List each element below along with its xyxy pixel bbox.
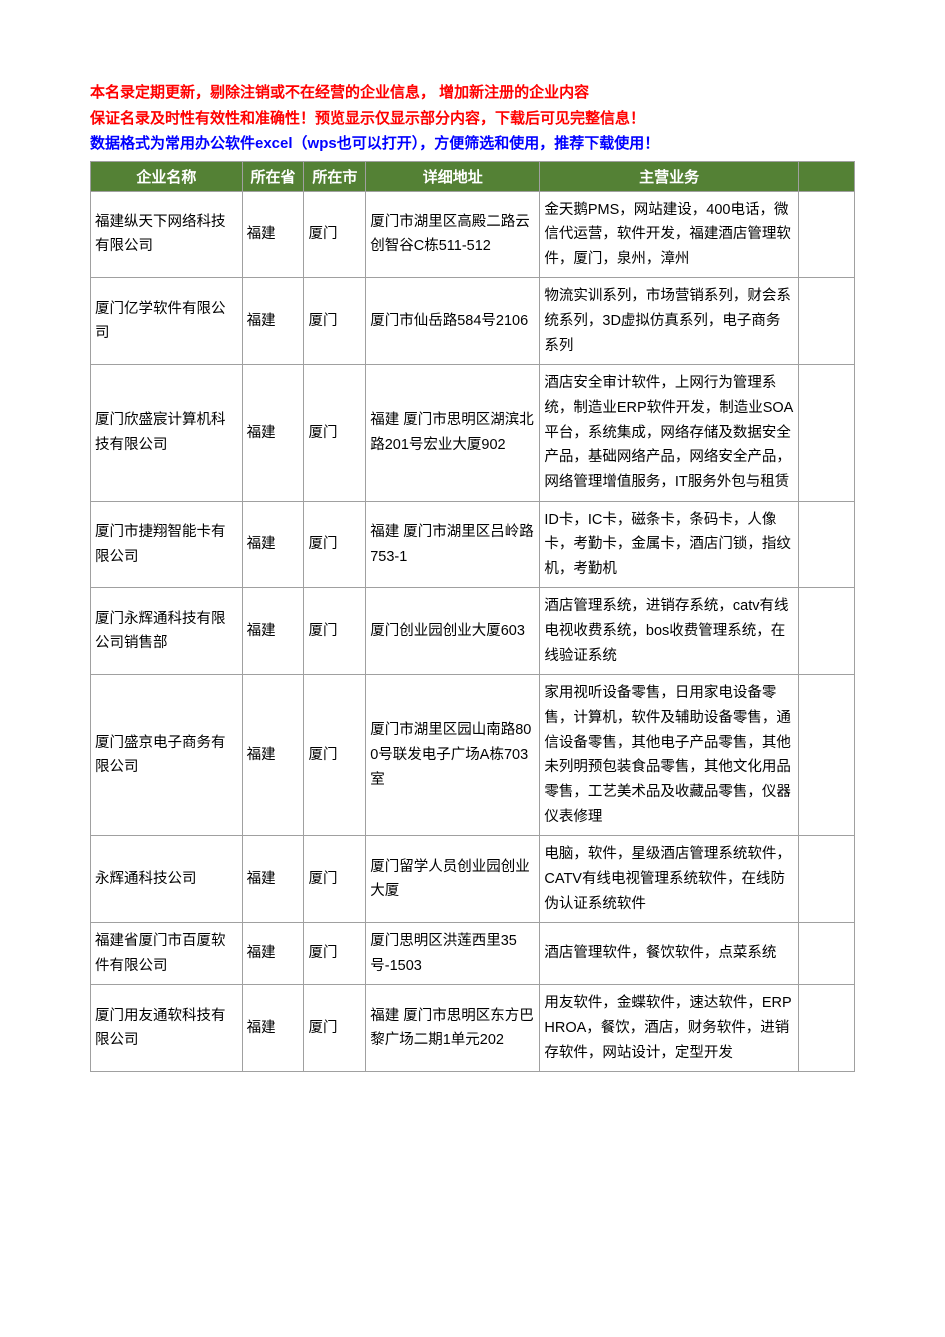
- cell-province: 福建: [242, 501, 304, 588]
- cell-province: 福建: [242, 836, 304, 923]
- table-row: 福建省厦门市百厦软件有限公司福建厦门厦门思明区洪莲西里35号-1503酒店管理软…: [91, 923, 855, 985]
- cell-business: ID卡，IC卡，磁条卡，条码卡，人像卡，考勤卡，金属卡，酒店门锁，指纹机，考勤机: [540, 501, 798, 588]
- cell-name: 福建纵天下网络科技有限公司: [91, 191, 243, 278]
- cell-city: 厦门: [304, 923, 366, 985]
- table-row: 永辉通科技公司福建厦门厦门留学人员创业园创业大厦电脑，软件，星级酒店管理系统软件…: [91, 836, 855, 923]
- cell-city: 厦门: [304, 588, 366, 675]
- cell-name: 福建省厦门市百厦软件有限公司: [91, 923, 243, 985]
- cell-province: 福建: [242, 675, 304, 836]
- cell-province: 福建: [242, 985, 304, 1072]
- cell-extra: [798, 501, 854, 588]
- cell-address: 厦门创业园创业大厦603: [366, 588, 540, 675]
- cell-name: 厦门欣盛宸计算机科技有限公司: [91, 365, 243, 501]
- cell-address: 厦门思明区洪莲西里35号-1503: [366, 923, 540, 985]
- cell-business: 酒店管理软件，餐饮软件，点菜系统: [540, 923, 798, 985]
- intro-line-1: 本名录定期更新，剔除注销或不在经营的企业信息， 增加新注册的企业内容: [90, 80, 855, 106]
- cell-name: 厦门市捷翔智能卡有限公司: [91, 501, 243, 588]
- cell-address: 厦门留学人员创业园创业大厦: [366, 836, 540, 923]
- table-row: 厦门亿学软件有限公司福建厦门厦门市仙岳路584号2106物流实训系列，市场营销系…: [91, 278, 855, 365]
- cell-extra: [798, 923, 854, 985]
- cell-province: 福建: [242, 923, 304, 985]
- cell-business: 酒店管理系统，进销存系统，catv有线电视收费系统，bos收费管理系统，在线验证…: [540, 588, 798, 675]
- cell-extra: [798, 985, 854, 1072]
- cell-address: 福建 厦门市思明区湖滨北路201号宏业大厦902: [366, 365, 540, 501]
- cell-address: 厦门市仙岳路584号2106: [366, 278, 540, 365]
- col-name: 企业名称: [91, 161, 243, 191]
- cell-name: 厦门用友通软科技有限公司: [91, 985, 243, 1072]
- cell-province: 福建: [242, 278, 304, 365]
- cell-city: 厦门: [304, 278, 366, 365]
- cell-address: 厦门市湖里区高殿二路云创智谷C栋511-512: [366, 191, 540, 278]
- table-row: 厦门永辉通科技有限公司销售部福建厦门厦门创业园创业大厦603酒店管理系统，进销存…: [91, 588, 855, 675]
- table-row: 福建纵天下网络科技有限公司福建厦门厦门市湖里区高殿二路云创智谷C栋511-512…: [91, 191, 855, 278]
- cell-business: 用友软件，金蝶软件，速达软件，ERPHROA，餐饮，酒店，财务软件，进销存软件，…: [540, 985, 798, 1072]
- cell-business: 酒店安全审计软件，上网行为管理系统，制造业ERP软件开发，制造业SOA平台，系统…: [540, 365, 798, 501]
- intro-line-3: 数据格式为常用办公软件excel（wps也可以打开），方便筛选和使用，推荐下载使…: [90, 131, 855, 157]
- cell-business: 金天鹅PMS，网站建设，400电话，微信代运营，软件开发，福建酒店管理软件，厦门…: [540, 191, 798, 278]
- cell-city: 厦门: [304, 501, 366, 588]
- col-extra: [798, 161, 854, 191]
- table-body: 福建纵天下网络科技有限公司福建厦门厦门市湖里区高殿二路云创智谷C栋511-512…: [91, 191, 855, 1072]
- cell-name: 厦门亿学软件有限公司: [91, 278, 243, 365]
- cell-business: 电脑，软件，星级酒店管理系统软件，CATV有线电视管理系统软件，在线防伪认证系统…: [540, 836, 798, 923]
- enterprise-table: 企业名称 所在省 所在市 详细地址 主营业务 福建纵天下网络科技有限公司福建厦门…: [90, 161, 855, 1073]
- col-city: 所在市: [304, 161, 366, 191]
- table-row: 厦门用友通软科技有限公司福建厦门福建 厦门市思明区东方巴黎广场二期1单元202用…: [91, 985, 855, 1072]
- col-address: 详细地址: [366, 161, 540, 191]
- cell-province: 福建: [242, 191, 304, 278]
- table-row: 厦门盛京电子商务有限公司福建厦门厦门市湖里区园山南路800号联发电子广场A栋70…: [91, 675, 855, 836]
- table-header: 企业名称 所在省 所在市 详细地址 主营业务: [91, 161, 855, 191]
- col-province: 所在省: [242, 161, 304, 191]
- cell-province: 福建: [242, 365, 304, 501]
- cell-extra: [798, 365, 854, 501]
- cell-address: 福建 厦门市思明区东方巴黎广场二期1单元202: [366, 985, 540, 1072]
- cell-city: 厦门: [304, 675, 366, 836]
- cell-address: 厦门市湖里区园山南路800号联发电子广场A栋703室: [366, 675, 540, 836]
- cell-extra: [798, 191, 854, 278]
- cell-city: 厦门: [304, 191, 366, 278]
- intro-line-2: 保证名录及时性有效性和准确性！预览显示仅显示部分内容，下载后可见完整信息！: [90, 106, 855, 132]
- col-business: 主营业务: [540, 161, 798, 191]
- cell-city: 厦门: [304, 836, 366, 923]
- table-row: 厦门欣盛宸计算机科技有限公司福建厦门福建 厦门市思明区湖滨北路201号宏业大厦9…: [91, 365, 855, 501]
- cell-city: 厦门: [304, 365, 366, 501]
- cell-extra: [798, 588, 854, 675]
- cell-extra: [798, 836, 854, 923]
- cell-business: 物流实训系列，市场营销系列，财会系统系列，3D虚拟仿真系列，电子商务系列: [540, 278, 798, 365]
- cell-province: 福建: [242, 588, 304, 675]
- cell-business: 家用视听设备零售，日用家电设备零售，计算机，软件及辅助设备零售，通信设备零售，其…: [540, 675, 798, 836]
- cell-address: 福建 厦门市湖里区吕岭路753-1: [366, 501, 540, 588]
- cell-extra: [798, 675, 854, 836]
- cell-name: 厦门永辉通科技有限公司销售部: [91, 588, 243, 675]
- cell-name: 永辉通科技公司: [91, 836, 243, 923]
- table-row: 厦门市捷翔智能卡有限公司福建厦门福建 厦门市湖里区吕岭路753-1ID卡，IC卡…: [91, 501, 855, 588]
- cell-extra: [798, 278, 854, 365]
- cell-name: 厦门盛京电子商务有限公司: [91, 675, 243, 836]
- cell-city: 厦门: [304, 985, 366, 1072]
